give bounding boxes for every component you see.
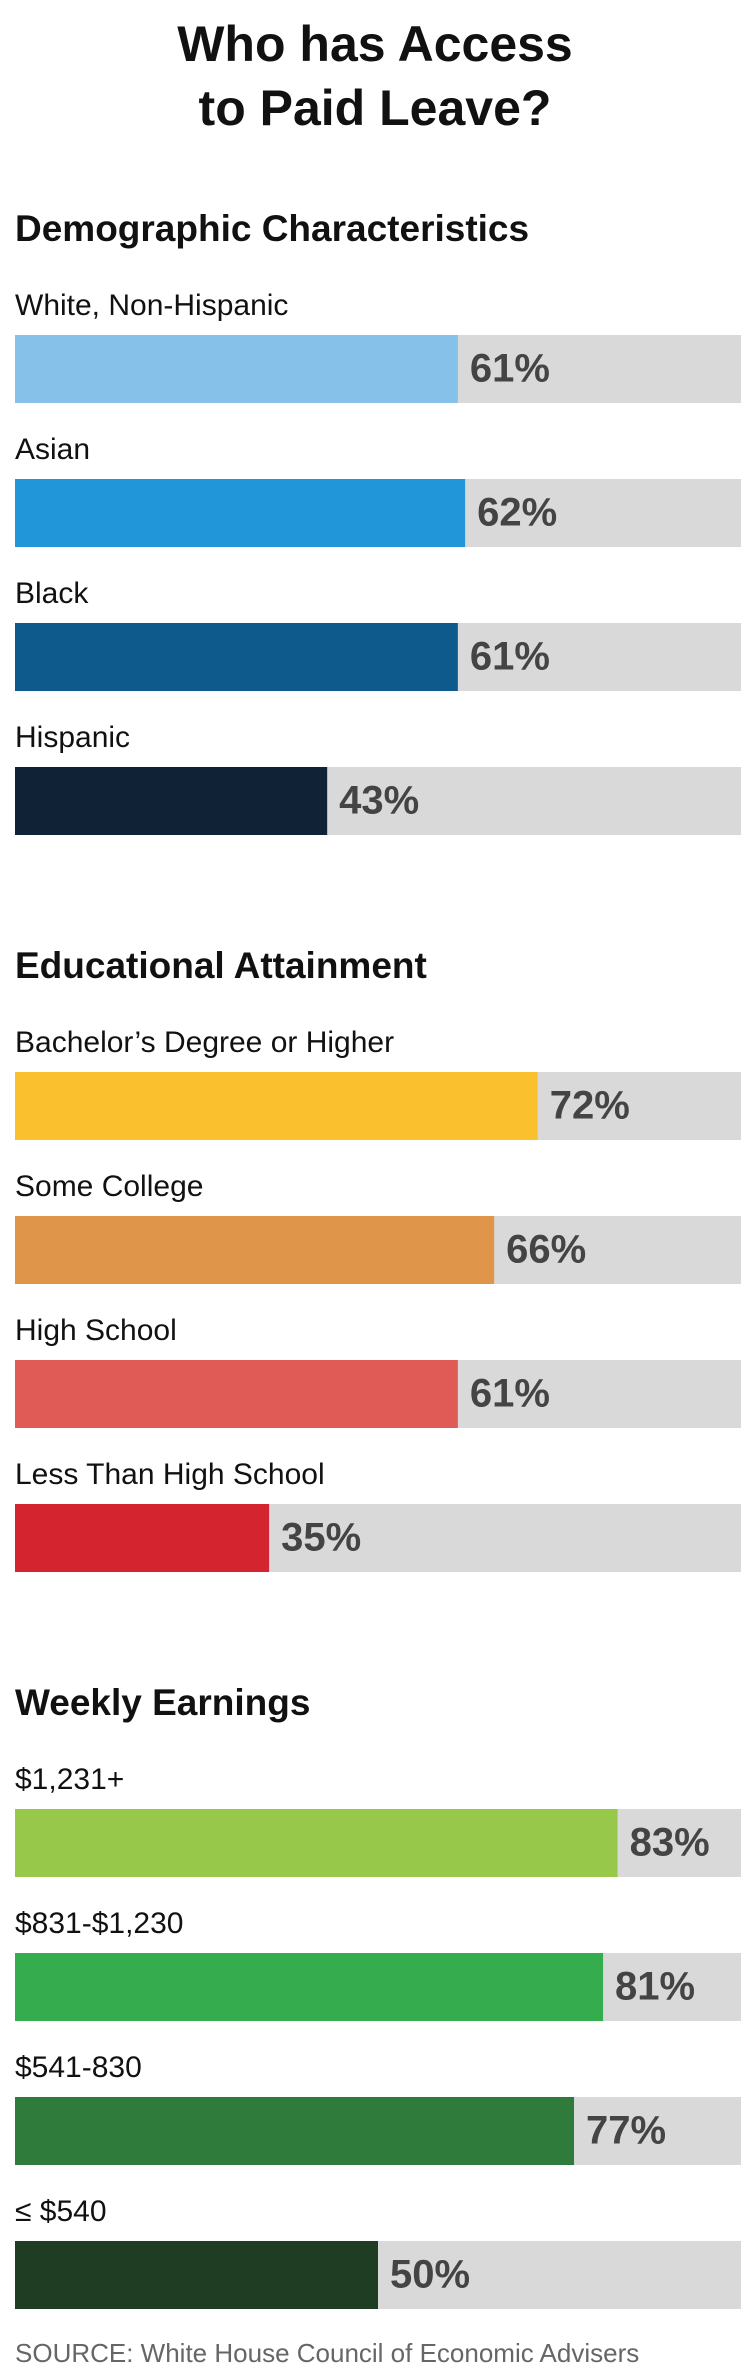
category-label: $831-$1,230 [15,1907,184,1940]
category-label: Less Than High School [15,1458,325,1491]
value-label: 77% [586,2109,666,2153]
value-label: 83% [630,1821,710,1865]
value-label: 35% [281,1516,361,1560]
bar [15,1216,495,1284]
bar [15,335,458,403]
bar [15,2241,378,2309]
section-title: Weekly Earnings [15,1682,310,1723]
category-label: $541-830 [15,2051,142,2084]
bar [15,767,328,835]
bar [15,2097,575,2165]
main-title: Who has Access to Paid Leave? [177,16,573,136]
category-label: $1,231+ [15,1763,124,1796]
title-box: Who has Access to Paid Leave? [0,12,750,140]
bar [15,1953,604,2021]
value-label: 43% [339,779,419,823]
category-label: Black [15,577,89,610]
value-label: 61% [470,635,550,679]
bar [15,1504,270,1572]
value-label: 61% [470,1372,550,1416]
value-label: 62% [477,491,557,535]
section-title: Demographic Characteristics [15,208,529,249]
bar [15,1809,618,1877]
section-title: Educational Attainment [15,945,427,986]
bar [15,479,466,547]
value-label: 61% [470,347,550,391]
category-label: High School [15,1314,177,1347]
value-label: 66% [506,1228,586,1272]
category-label: Bachelor’s Degree or Higher [15,1026,394,1059]
value-label: 50% [390,2253,470,2297]
category-label: White, Non-Hispanic [15,289,288,322]
bar [15,623,458,691]
category-label: Some College [15,1170,203,1203]
category-label: Asian [15,433,90,466]
bar [15,1360,458,1428]
category-label: Hispanic [15,721,130,754]
value-label: 72% [550,1084,630,1128]
value-label: 81% [615,1965,695,2009]
source: SOURCE: White House Council of Economic … [15,2338,639,2368]
bar [15,1072,538,1140]
category-label: ≤ $540 [15,2195,107,2228]
